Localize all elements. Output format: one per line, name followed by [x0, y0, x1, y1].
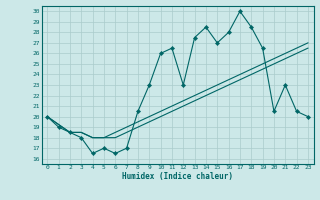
X-axis label: Humidex (Indice chaleur): Humidex (Indice chaleur) [122, 172, 233, 181]
